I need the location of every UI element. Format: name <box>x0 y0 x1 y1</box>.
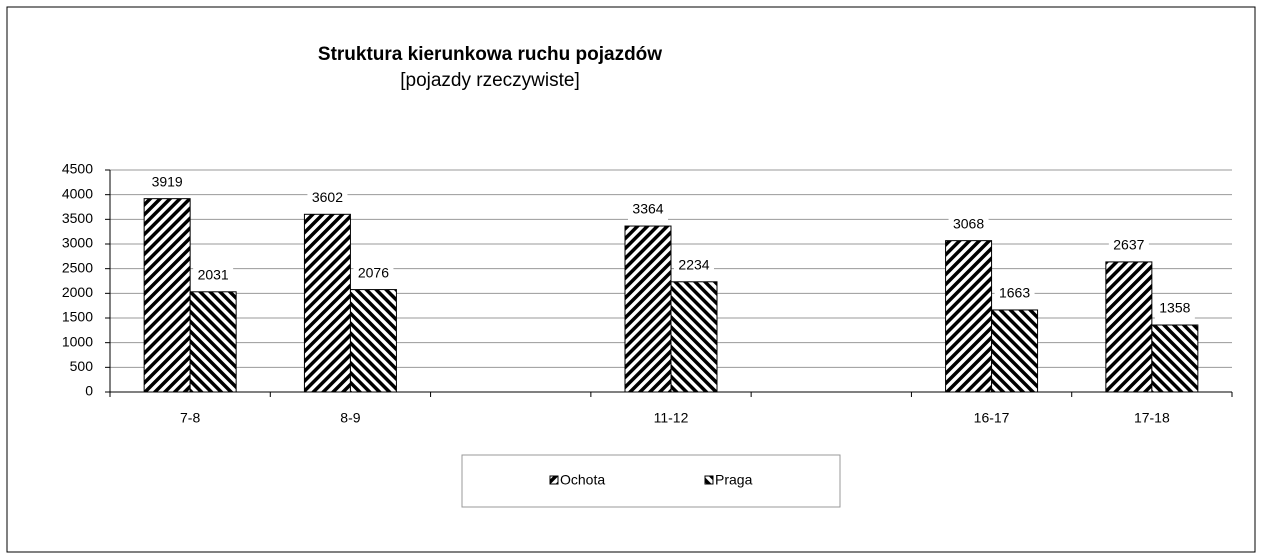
value-label: 1663 <box>999 285 1030 301</box>
chart-title: Struktura kierunkowa ruchu pojazdów <box>318 44 662 65</box>
x-tick-label: 8-9 <box>340 410 360 426</box>
value-label-bg <box>674 255 714 276</box>
legend-box <box>461 454 841 508</box>
x-tick-label: 11-12 <box>654 410 689 426</box>
value-label: 2234 <box>678 256 709 272</box>
x-tick-label: 7-8 <box>180 410 200 426</box>
y-tick-label: 2500 <box>62 259 93 275</box>
value-label: 2031 <box>198 267 229 283</box>
y-tick-label: 0 <box>85 383 93 399</box>
y-tick-label: 500 <box>70 358 94 374</box>
bar <box>991 309 1039 393</box>
value-label: 3919 <box>152 173 183 189</box>
bar <box>945 240 993 393</box>
legend-swatch <box>549 475 559 485</box>
legend-label: Praga <box>715 472 753 488</box>
x-tick-label: 17-18 <box>1134 410 1170 426</box>
value-label-bg <box>353 263 394 284</box>
value-label-bg <box>948 214 989 235</box>
value-label-bg <box>147 172 188 193</box>
bar <box>1105 261 1153 393</box>
value-label: 2637 <box>1113 237 1144 253</box>
chart-subtitle: [pojazdy rzeczywiste] <box>400 70 580 91</box>
value-label: 2076 <box>358 264 389 280</box>
bar <box>189 291 237 393</box>
y-tick-label: 4500 <box>62 161 93 177</box>
bar <box>349 289 397 393</box>
value-label-bg <box>994 283 1035 304</box>
value-label: 3068 <box>953 215 984 231</box>
bar <box>143 198 191 393</box>
legend-label: Ochota <box>560 472 605 488</box>
bar <box>1151 324 1199 393</box>
bar <box>303 213 351 393</box>
y-tick-label: 1500 <box>62 309 93 325</box>
bar <box>670 281 718 393</box>
value-label: 3602 <box>312 189 343 205</box>
value-label-bg <box>1108 235 1149 256</box>
x-tick-label: 16-17 <box>974 410 1010 426</box>
value-label: 1358 <box>1159 300 1190 316</box>
y-tick-label: 3000 <box>62 235 93 251</box>
y-tick-label: 3500 <box>62 210 93 226</box>
value-label-bg <box>307 188 348 209</box>
value-label-bg <box>628 200 668 221</box>
value-label-bg <box>193 265 234 286</box>
value-label: 3364 <box>632 201 663 217</box>
value-label-bg <box>1154 299 1195 320</box>
y-tick-label: 4000 <box>62 185 93 201</box>
y-tick-label: 2000 <box>62 284 93 300</box>
bar <box>624 225 672 393</box>
legend-swatch <box>704 475 714 485</box>
y-tick-label: 1000 <box>62 333 93 349</box>
